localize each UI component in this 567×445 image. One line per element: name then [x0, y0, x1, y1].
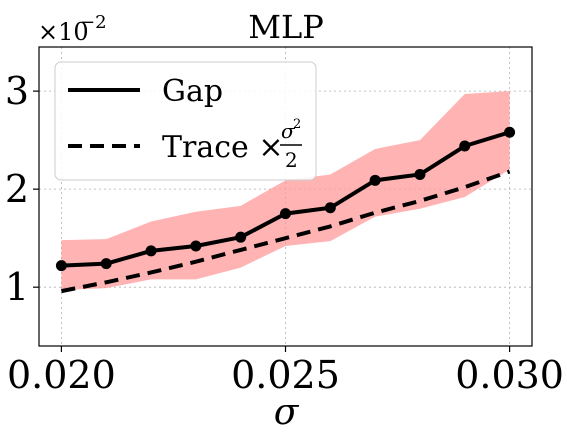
gap-point-6: [324, 202, 336, 214]
legend-label-trace: Trace ×: [162, 130, 283, 165]
axis-ticks: 0.020 0.025 0.030 1 2 3: [5, 69, 564, 397]
y-scale-exponent: −2: [80, 12, 107, 33]
legend: Gap Trace × σ 2 2: [54, 61, 317, 181]
legend-frac-sup: 2: [293, 117, 301, 132]
gap-point-9: [459, 140, 471, 152]
x-tick-label-2: 0.030: [455, 353, 564, 397]
gap-point-7: [369, 174, 381, 186]
gap-point-1: [100, 258, 112, 270]
legend-fraction: σ 2 2: [280, 117, 302, 172]
legend-frac-num: σ: [281, 119, 296, 143]
gap-point-4: [235, 231, 247, 243]
x-axis-label: σ: [274, 392, 300, 433]
y-tick-label-0: 1: [5, 265, 29, 309]
gap-point-0: [55, 260, 67, 272]
series-line-trace: [61, 169, 511, 294]
series-layer: [55, 126, 516, 294]
legend-frac-den: 2: [285, 148, 298, 172]
y-tick-label-1: 2: [5, 167, 29, 211]
x-tick-label-0: 0.020: [7, 353, 116, 397]
y-scale-factor: ×10 −2: [38, 12, 107, 46]
gap-point-8: [414, 168, 426, 180]
gap-point-5: [280, 208, 291, 220]
gap-point-2: [145, 245, 157, 257]
legend-label-gap: Gap: [162, 74, 223, 109]
chart-title: MLP: [248, 8, 324, 46]
gap-point-3: [190, 240, 202, 252]
confidence-band: [61, 91, 510, 291]
gap-point-10: [504, 126, 516, 138]
y-tick-label-2: 3: [5, 69, 29, 113]
y-scale-label: ×10: [38, 18, 89, 46]
x-tick-label-1: 0.025: [231, 353, 340, 397]
